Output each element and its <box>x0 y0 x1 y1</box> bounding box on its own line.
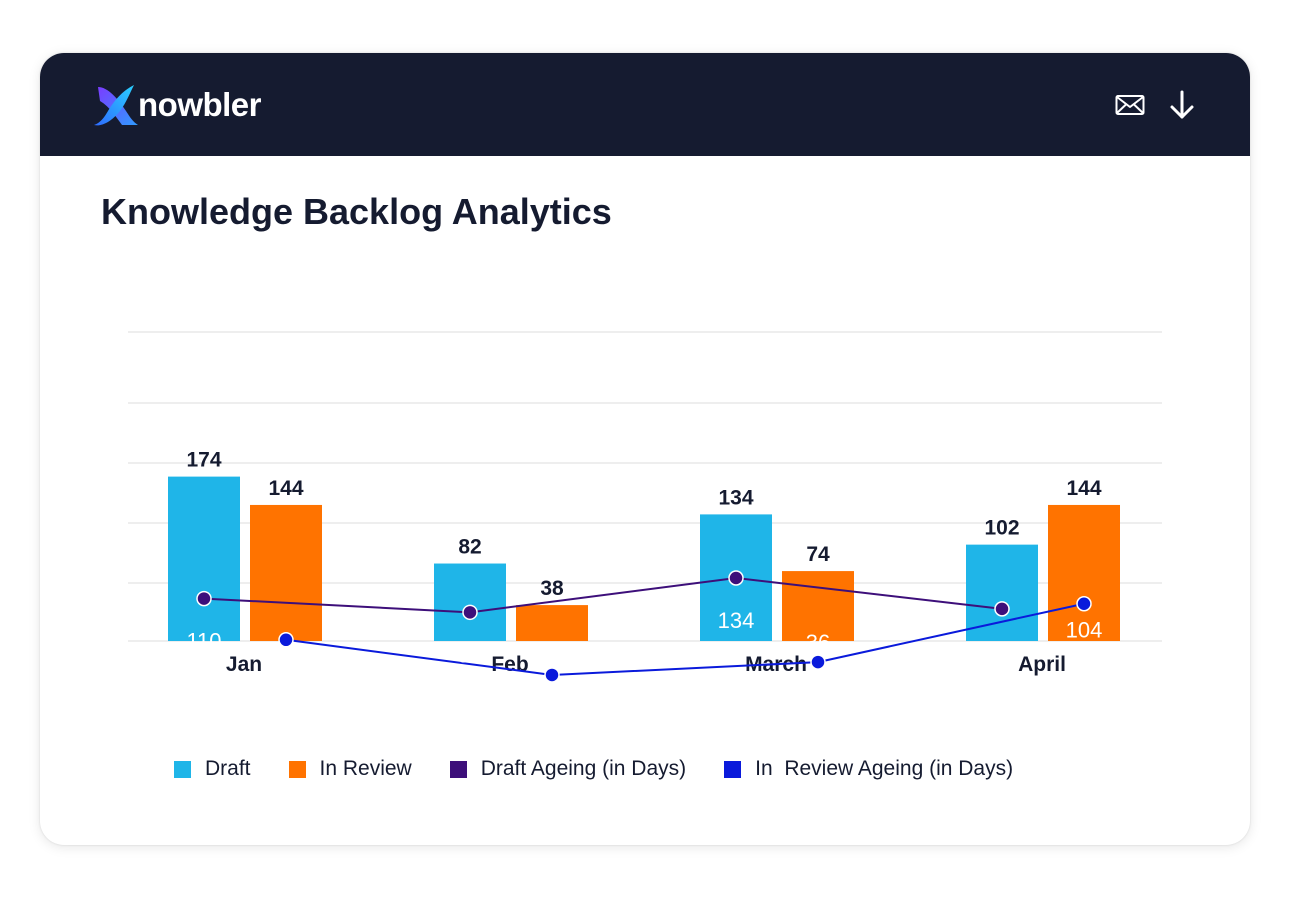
bar-in-review <box>516 605 588 641</box>
bar-draft <box>966 544 1038 641</box>
point-draft-ageing <box>728 570 744 586</box>
legend-swatch-draft-ageing <box>449 760 467 778</box>
bar-in-review <box>1048 504 1120 641</box>
data-label-draft-ageing: 110 <box>186 629 221 654</box>
data-label-draft: 102 <box>984 517 1019 540</box>
bar-in-review <box>250 504 322 641</box>
legend-label-in-review: In Review <box>319 757 412 780</box>
app-header: nowbler <box>40 53 1250 156</box>
mail-icon <box>1115 95 1145 115</box>
legend-item-in-review[interactable]: In Review <box>288 757 412 781</box>
data-label-draft-ageing: 98 <box>990 639 1014 664</box>
data-label-draft-ageing: 94 <box>458 642 482 667</box>
data-label-draft-ageing: 134 <box>718 608 755 633</box>
legend-item-review-ageing[interactable]: In Review Ageing (in Days) <box>724 757 1013 781</box>
data-label-in-review: 144 <box>1066 477 1101 500</box>
legend-swatch-draft <box>174 760 191 778</box>
point-review-ageing <box>1076 595 1092 612</box>
legend-label-review-ageing: In Review Ageing (in Days) <box>755 757 1014 780</box>
brand-name: nowbler <box>138 86 262 123</box>
x-tick-label: April <box>1018 653 1066 676</box>
data-label-review-ageing: 36 <box>806 630 830 655</box>
x-tick-label: Feb <box>491 653 528 676</box>
page-title: Knowledge Backlog Analytics <box>101 191 612 232</box>
chart-legend: Draft In Review Draft Ageing (in Days) I… <box>174 757 1013 781</box>
bar-draft <box>434 563 506 641</box>
data-label-draft: 82 <box>458 536 481 559</box>
line-draft-ageing <box>203 576 1003 614</box>
data-label-review-ageing: 21 <box>540 643 564 668</box>
legend-swatch-review-ageing <box>724 760 742 778</box>
data-label-in-review: 38 <box>540 577 564 600</box>
legend-swatch-in-review <box>288 760 306 778</box>
legend-label-draft: Draft <box>205 757 251 780</box>
data-label-review-ageing: 104 <box>1066 618 1103 643</box>
point-review-ageing <box>810 654 826 670</box>
legend-item-draft-ageing[interactable]: Draft Ageing (in Days) <box>449 757 687 781</box>
line-review-ageing <box>285 602 1085 676</box>
legend-label-draft-ageing: Draft Ageing (in Days) <box>480 757 687 780</box>
point-draft-ageing <box>196 590 212 607</box>
download-button[interactable] <box>1166 89 1198 121</box>
brand-logo[interactable]: nowbler <box>92 81 262 129</box>
x-tick-label: Jan <box>226 653 262 676</box>
data-label-in-review: 74 <box>806 543 830 566</box>
point-draft-ageing <box>462 604 478 621</box>
data-label-draft: 174 <box>186 449 221 472</box>
bar-draft <box>168 476 240 641</box>
point-draft-ageing <box>994 601 1010 617</box>
backlog-chart: Jan Feb March April174144823813474102144110… <box>128 331 1162 683</box>
analytics-card: nowbler Knowledge Backlog Analytics Jan F… <box>40 53 1250 845</box>
data-label-review-ageing: 62 <box>274 654 298 679</box>
download-icon <box>1170 90 1194 119</box>
data-label-in-review: 144 <box>268 477 303 500</box>
point-review-ageing <box>278 632 294 648</box>
legend-item-draft[interactable]: Draft <box>174 757 251 781</box>
bar-in-review <box>782 571 854 641</box>
point-review-ageing <box>544 667 560 683</box>
knowbler-logo-icon <box>94 85 138 126</box>
data-label-draft: 134 <box>718 486 753 509</box>
email-button[interactable] <box>1114 89 1146 121</box>
